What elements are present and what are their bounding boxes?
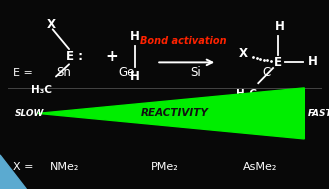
Text: H: H bbox=[130, 30, 140, 43]
Text: REACTIVITY: REACTIVITY bbox=[140, 108, 208, 118]
Text: Si: Si bbox=[190, 66, 201, 79]
Text: FAST: FAST bbox=[308, 109, 329, 118]
Polygon shape bbox=[38, 88, 304, 139]
Text: Ge: Ge bbox=[118, 66, 135, 79]
Text: Sn: Sn bbox=[57, 66, 72, 79]
Text: X =: X = bbox=[13, 162, 34, 172]
Text: NMe₂: NMe₂ bbox=[49, 162, 79, 172]
Text: H: H bbox=[275, 20, 285, 33]
Text: X: X bbox=[239, 47, 248, 60]
Text: Bond activation: Bond activation bbox=[140, 36, 227, 46]
Text: E =: E = bbox=[13, 68, 33, 78]
Text: PMe₂: PMe₂ bbox=[151, 162, 178, 172]
Text: X: X bbox=[46, 18, 56, 31]
Polygon shape bbox=[0, 155, 26, 189]
Text: H₃C: H₃C bbox=[236, 89, 257, 98]
Text: SLOW: SLOW bbox=[15, 109, 44, 118]
Text: +: + bbox=[106, 49, 118, 64]
Text: E :: E : bbox=[65, 50, 83, 63]
Text: H: H bbox=[130, 70, 140, 83]
Text: AsMe₂: AsMe₂ bbox=[243, 162, 277, 172]
Text: H: H bbox=[308, 55, 317, 68]
Text: C: C bbox=[262, 66, 271, 79]
Text: E: E bbox=[274, 56, 282, 69]
Text: H₃C: H₃C bbox=[31, 85, 52, 95]
